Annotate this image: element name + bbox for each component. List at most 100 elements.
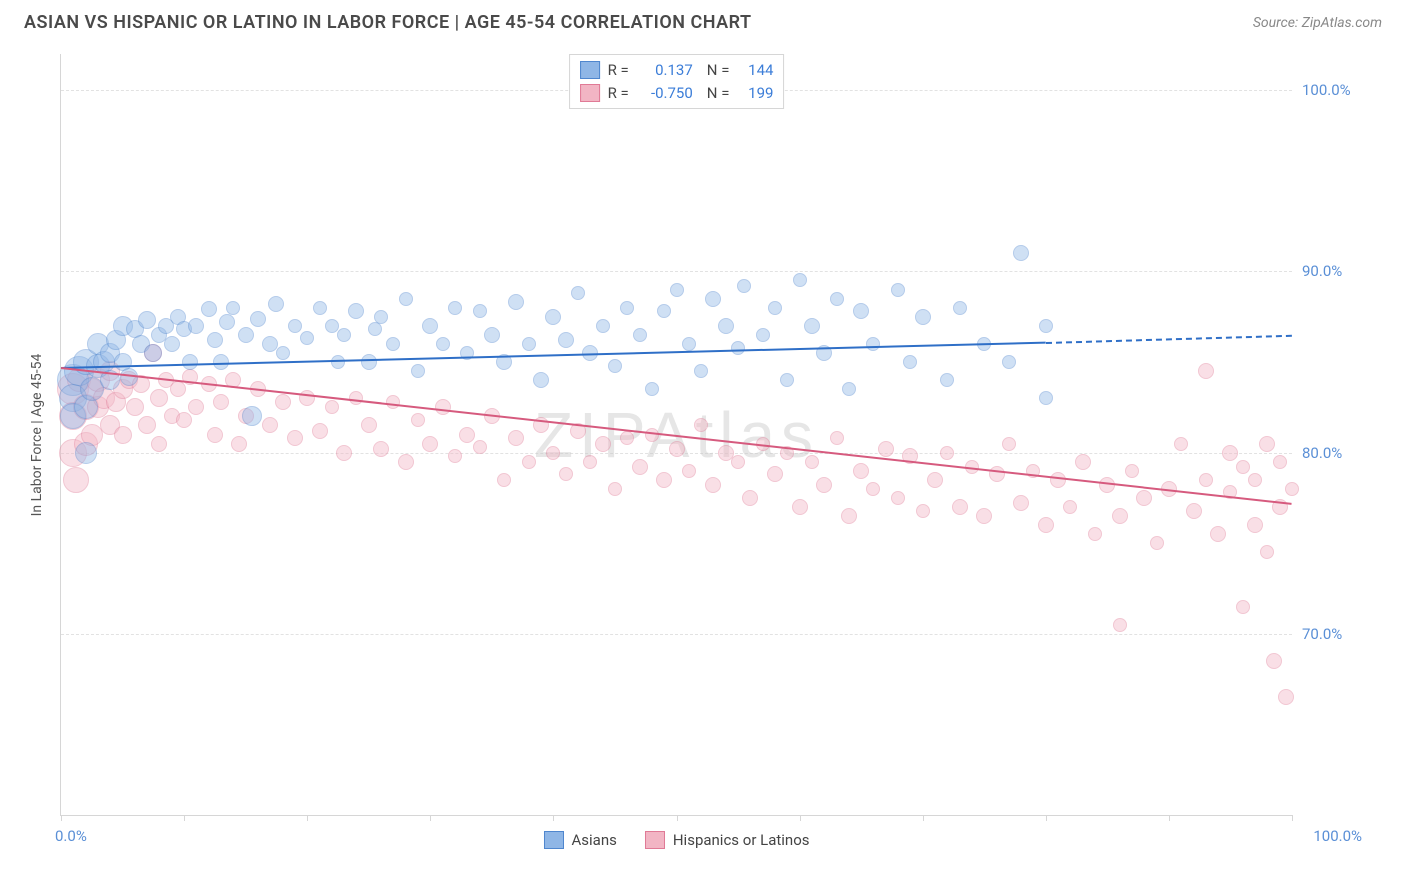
trend-line: [1046, 335, 1292, 344]
data-point: [213, 394, 229, 410]
data-point: [731, 341, 745, 355]
x-max-label: 100.0%: [1313, 827, 1362, 845]
legend-row: R = 0.137 N = 144: [580, 59, 774, 82]
data-point: [126, 398, 144, 416]
data-point: [682, 337, 696, 351]
data-point: [731, 455, 745, 469]
data-point: [830, 292, 844, 306]
data-point: [150, 389, 168, 407]
data-point: [1002, 437, 1016, 451]
data-point: [1236, 600, 1250, 614]
data-point: [1063, 500, 1077, 514]
data-point: [201, 301, 217, 317]
data-point: [1013, 495, 1029, 511]
data-point: [331, 355, 345, 369]
legend-item: Asians: [543, 831, 616, 849]
data-point: [804, 318, 820, 334]
data-point: [1174, 437, 1188, 451]
data-point: [608, 359, 622, 373]
legend-swatch: [543, 831, 563, 849]
data-point: [313, 301, 327, 315]
data-point: [805, 455, 819, 469]
data-point: [151, 436, 167, 452]
data-point: [645, 382, 659, 396]
plot-area: ZIPAtlas In Labor Force | Age 45-54 R =0…: [60, 54, 1292, 816]
gridline: [61, 634, 1292, 635]
data-point: [767, 466, 783, 482]
data-point: [268, 296, 284, 312]
series-legend: AsiansHispanics or Latinos: [543, 831, 809, 849]
legend-row: R =-0.750N =199: [580, 82, 774, 105]
data-point: [138, 311, 156, 329]
data-point: [841, 508, 857, 524]
data-point: [63, 467, 89, 493]
data-point: [276, 346, 290, 360]
data-point: [878, 441, 894, 457]
n-label: N =: [707, 59, 730, 82]
data-point: [891, 491, 905, 505]
data-point: [1075, 454, 1091, 470]
data-point: [219, 314, 235, 330]
data-point: [976, 508, 992, 524]
data-point: [583, 455, 597, 469]
data-point: [916, 504, 930, 518]
data-point: [250, 311, 266, 327]
data-point: [207, 332, 223, 348]
data-point: [262, 417, 278, 433]
data-point: [1125, 464, 1139, 478]
data-point: [75, 442, 97, 464]
r-value: -0.750: [637, 82, 693, 105]
data-point: [816, 477, 832, 493]
data-point: [1039, 391, 1053, 405]
data-point: [927, 472, 943, 488]
data-point: [484, 327, 500, 343]
x-tick: [1292, 815, 1293, 821]
gridline: [61, 271, 1292, 272]
data-point: [399, 292, 413, 306]
data-point: [170, 381, 186, 397]
y-tick-label: 70.0%: [1302, 625, 1374, 643]
data-point: [368, 322, 382, 336]
data-point: [595, 436, 611, 452]
data-point: [682, 464, 696, 478]
data-point: [1186, 503, 1202, 519]
x-tick: [677, 815, 678, 821]
data-point: [1260, 545, 1274, 559]
data-point: [231, 436, 247, 452]
data-point: [718, 318, 734, 334]
x-tick: [923, 815, 924, 821]
data-point: [670, 283, 684, 297]
n-label: N =: [707, 82, 730, 105]
data-point: [1002, 355, 1016, 369]
data-point: [207, 427, 223, 443]
data-point: [114, 426, 132, 444]
data-point: [830, 431, 844, 445]
data-point: [386, 337, 400, 351]
x-tick: [61, 815, 62, 821]
data-point: [182, 354, 198, 370]
y-tick-label: 100.0%: [1302, 81, 1374, 99]
r-label: R =: [608, 59, 629, 82]
data-point: [545, 309, 561, 325]
n-value: 144: [737, 59, 773, 82]
data-point: [348, 303, 364, 319]
x-tick: [430, 815, 431, 821]
stats-legend: R =0.137N =144R =-0.750N =199: [569, 54, 785, 109]
x-tick: [1046, 815, 1047, 821]
data-point: [1013, 245, 1029, 261]
data-point: [386, 395, 400, 409]
legend-label: Asians: [571, 831, 616, 849]
data-point: [361, 417, 377, 433]
data-point: [422, 436, 438, 452]
data-point: [522, 455, 536, 469]
data-point: [533, 372, 549, 388]
data-point: [737, 279, 751, 293]
data-point: [546, 446, 560, 460]
data-point: [694, 418, 708, 432]
data-point: [1259, 436, 1275, 452]
data-point: [473, 304, 487, 318]
chart-header: ASIAN VS HISPANIC OR LATINO IN LABOR FOR…: [0, 0, 1406, 39]
data-point: [891, 283, 905, 297]
r-value: 0.137: [637, 59, 693, 82]
data-point: [1198, 363, 1214, 379]
